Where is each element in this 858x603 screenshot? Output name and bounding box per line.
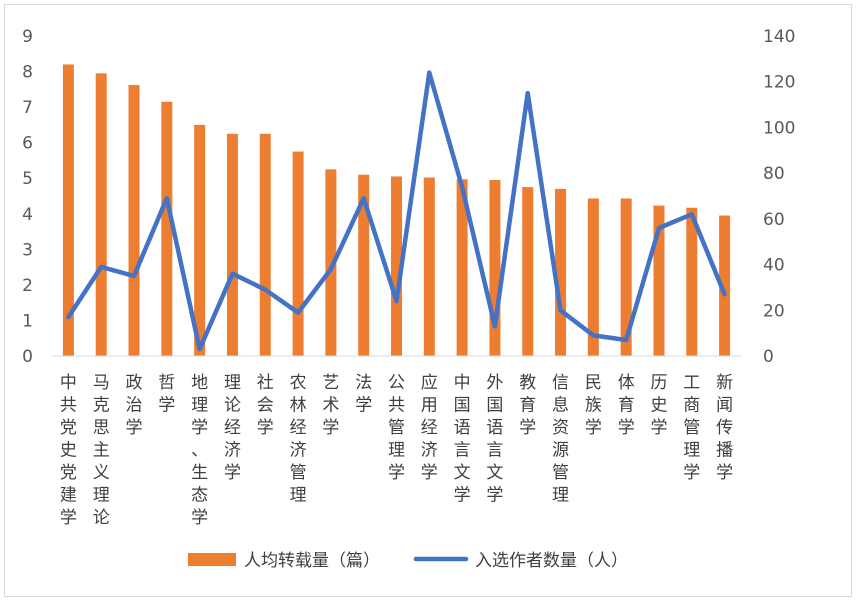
bar: [456, 179, 468, 356]
x-category-label: 法学: [355, 373, 372, 416]
x-category-label: 政治学: [126, 373, 143, 438]
y-right-tick-label: 120: [763, 73, 795, 93]
legend-label-line: 入选作者数量（人）: [475, 551, 628, 571]
bar: [161, 101, 173, 357]
x-category-label: 外国语言文学: [486, 373, 503, 506]
bar: [686, 207, 698, 356]
y-left-tick-label: 1: [22, 311, 33, 331]
x-category-label: 信息资源管理: [552, 373, 569, 506]
bar: [325, 169, 337, 356]
x-category-label: 教育学: [519, 373, 536, 438]
y-right-tick-label: 60: [763, 210, 785, 230]
y-right-tick-label: 20: [763, 301, 785, 321]
y-left-tick-label: 7: [22, 98, 33, 118]
y-left-tick-label: 4: [22, 205, 33, 225]
y-left-tick-label: 8: [22, 63, 33, 83]
y-left-tick-label: 5: [22, 169, 33, 189]
x-category-label: 体育学: [618, 373, 635, 438]
bar: [194, 124, 206, 356]
x-category-label: 农林经济管理: [290, 373, 307, 506]
y-left-tick-label: 0: [22, 347, 33, 367]
x-category-label: 艺术学: [322, 373, 339, 438]
x-category-label: 新闻传播学: [716, 373, 733, 483]
x-category-label: 公共管理学: [388, 373, 405, 483]
combo-chart: 0 1 2 3 4 5 6 7 8 9 0 20 40 60 80 100 120 140 中共党史党建学马克思主义…: [22, 27, 795, 571]
y-left-tick-label: 2: [22, 276, 33, 296]
x-category-label: 理论经济学: [224, 373, 241, 483]
bar: [391, 176, 402, 356]
y-right-tick-label: 0: [763, 347, 774, 367]
bar: [292, 151, 304, 356]
x-category-label: 中国语言文学: [454, 373, 471, 506]
bar: [653, 205, 665, 356]
chart-frame: 0 1 2 3 4 5 6 7 8 9 0 20 40 60 80 100 120 140 中共党史党建学 马克思主义…: [4, 4, 852, 597]
bar: [259, 133, 271, 356]
bar: [587, 198, 599, 356]
x-category-label: 民族学: [585, 373, 602, 438]
legend-label-bars: 人均转载量（篇）: [244, 551, 380, 571]
bar: [620, 198, 632, 356]
x-category-label: 马克思主义理论: [93, 373, 110, 528]
bar: [522, 187, 534, 356]
legend-swatch-bars: [188, 553, 236, 566]
x-category-label: 中共党史党建学: [60, 373, 77, 528]
series-line: [66, 70, 727, 352]
x-category-label: 工商管理学: [683, 373, 700, 483]
y-right-tick-label: 100: [763, 118, 795, 138]
y-left-tick-label: 9: [22, 27, 33, 47]
bar: [95, 73, 107, 356]
bar: [358, 174, 370, 356]
bar: [128, 85, 140, 357]
x-category-label: 哲学: [158, 373, 175, 416]
y-right-tick-label: 80: [763, 164, 785, 184]
y-left-tick-label: 3: [22, 240, 33, 260]
x-category-label: 历史学: [651, 373, 668, 438]
bar: [555, 188, 567, 356]
bar: [423, 177, 435, 356]
x-category-label: 社会学: [257, 373, 274, 438]
bar: [226, 133, 238, 356]
bar: [62, 64, 74, 356]
bar: [719, 215, 731, 356]
x-category-label: 地理学、生态学: [191, 373, 208, 528]
bar: [489, 180, 501, 356]
y-right-tick-label: 140: [763, 27, 795, 47]
x-category-label: 应用经济学: [421, 373, 438, 483]
y-right-tick-label: 40: [763, 256, 785, 276]
y-left-tick-label: 6: [22, 134, 33, 154]
